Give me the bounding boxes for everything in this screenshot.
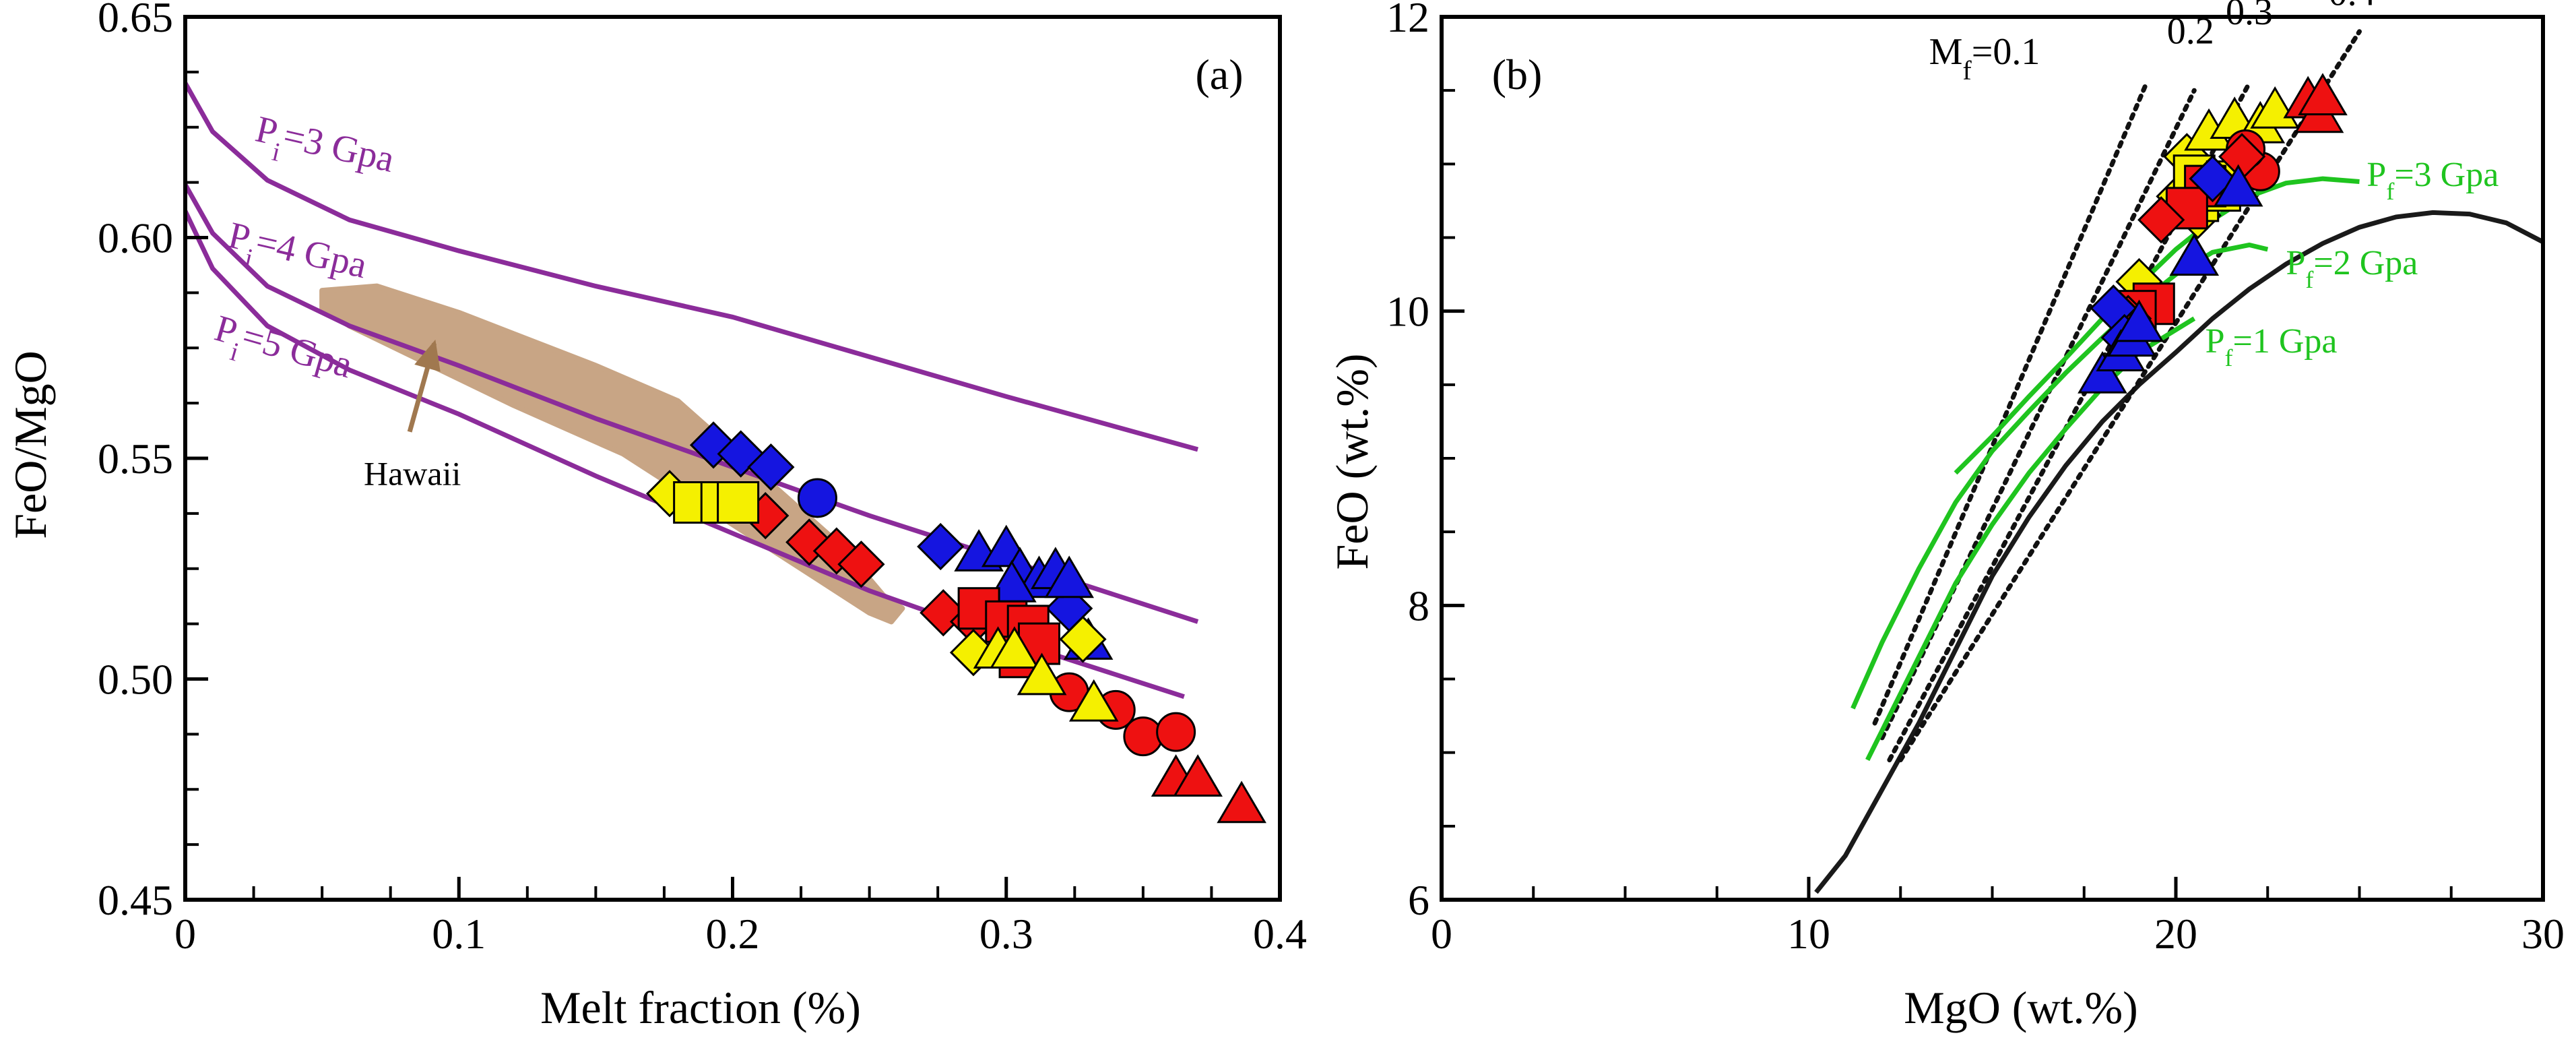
point-yellow-triangles — [1017, 652, 1067, 696]
point-red-circles — [1123, 716, 1163, 757]
curve-label-pf3: Pf=3 Gpa — [2366, 156, 2499, 205]
panel-b-y-tick-label: 8 — [1408, 582, 1429, 629]
panel-a-y-tick-label: 0.60 — [98, 214, 173, 262]
mf-label-4: 0.4 — [2329, 0, 2376, 14]
point-red-triangles — [1173, 754, 1223, 797]
panel-a-x-tick-label: 0.2 — [706, 910, 760, 958]
hawaii-arrow-head — [414, 339, 441, 372]
point-yellow-triangles — [990, 626, 1039, 669]
point-blue-triangles — [2114, 299, 2164, 342]
panel-b-label: (b) — [1492, 51, 1543, 98]
mf-label-1: Mf=0.1 — [1929, 31, 2040, 86]
point-blue-triangles — [1044, 555, 1095, 598]
panel-a-y-tick-label: 0.65 — [98, 0, 173, 41]
curve-pi3 — [183, 82, 1199, 452]
point-blue-circles — [797, 478, 837, 518]
curve-label-pf2: Pf=2 Gpa — [2286, 244, 2418, 293]
point-blue-diamonds — [917, 522, 965, 571]
curve-pf3 — [1954, 176, 2360, 475]
panel-a-x-tick-label: 0.3 — [979, 910, 1033, 958]
point-yellow-squares — [717, 481, 760, 524]
mf-line-4 — [1898, 29, 2362, 763]
point-red-diamonds — [837, 541, 885, 588]
point-red-circles — [1156, 712, 1196, 752]
panel-a-x-tick-label: 0 — [174, 910, 196, 958]
point-red-diamonds — [2137, 196, 2185, 244]
panel-a-xlabel: Melt fraction (%) — [540, 982, 861, 1033]
panel-a-x-tick-label: 0.1 — [432, 910, 486, 958]
point-yellow-diamonds — [1059, 615, 1107, 663]
panel-b-ylabel: FeO (wt.%) — [1326, 353, 1378, 569]
panel-b-x-tick-label: 10 — [1787, 910, 1830, 958]
point-blue-triangles — [2078, 350, 2127, 394]
point-blue-triangles — [2213, 164, 2263, 207]
panel-b-y-tick-label: 12 — [1386, 0, 1429, 41]
panel-a-y-tick-label: 0.50 — [98, 656, 173, 704]
curve-label-pf1: Pf=1 Gpa — [2205, 322, 2338, 371]
panel-b-xlabel: MgO (wt.%) — [1904, 982, 2138, 1033]
mf-line-1 — [1872, 80, 2149, 726]
panel-a-label: (a) — [1195, 51, 1243, 98]
point-red-triangles — [1217, 780, 1266, 824]
point-yellow-triangles — [1068, 679, 1119, 722]
point-red-triangles — [2298, 73, 2348, 116]
panel-a-y-tick-label: 0.55 — [98, 435, 173, 483]
panel-b-y-tick-label: 6 — [1408, 876, 1429, 924]
panel-b-x-tick-label: 0 — [1431, 910, 1452, 958]
hawaii-label: Hawaii — [364, 455, 461, 493]
panel-a-x-tick-label: 0.4 — [1253, 910, 1307, 958]
panel-a-y-tick-label: 0.45 — [98, 876, 173, 924]
curve-pf2 — [1850, 242, 2269, 710]
panel-b-y-tick-label: 10 — [1386, 288, 1429, 336]
point-blue-diamonds — [747, 443, 795, 491]
panel-b-x-tick-label: 30 — [2521, 910, 2565, 958]
point-blue-triangles — [2169, 233, 2220, 276]
panel-b-x-tick-label: 20 — [2154, 910, 2197, 958]
panel-a-ylabel: FeO/MgO — [5, 350, 56, 539]
solidus-curve — [1814, 210, 2543, 894]
